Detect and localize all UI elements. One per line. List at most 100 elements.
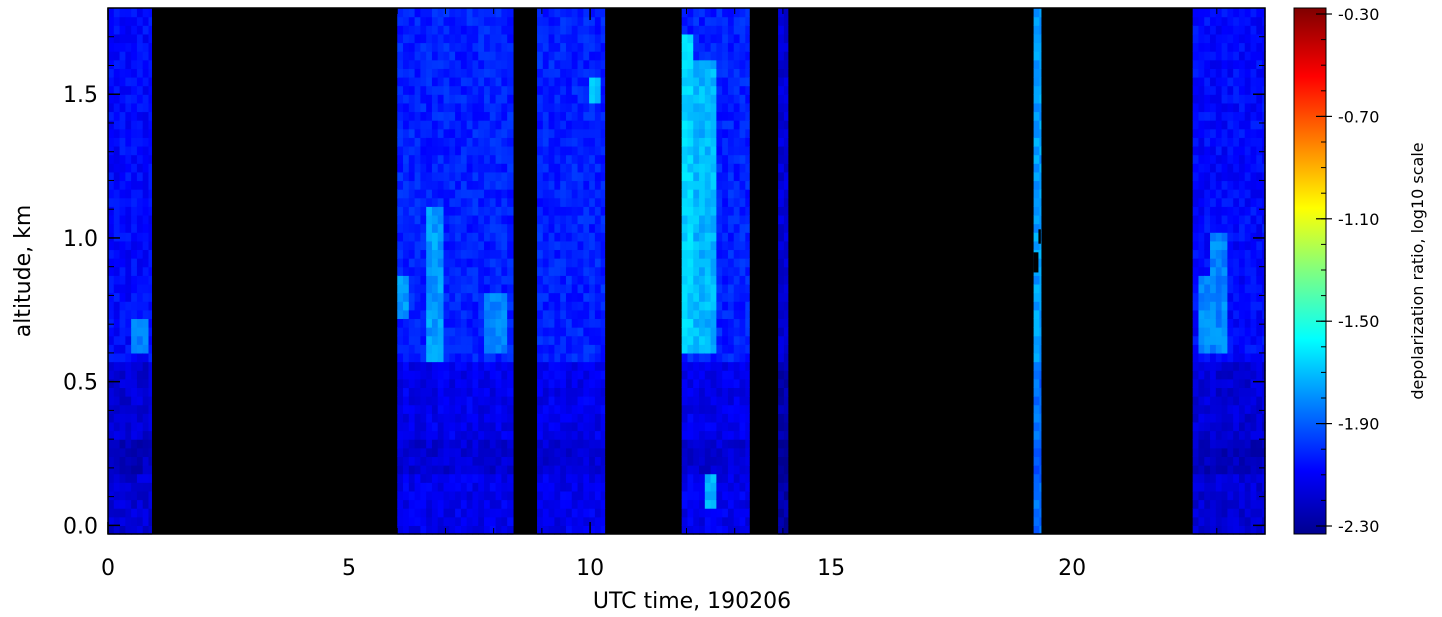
heatmap-cell — [1221, 508, 1228, 518]
heatmap-cell — [589, 33, 596, 44]
heatmap-cell — [403, 180, 410, 190]
heatmap-cell — [739, 68, 746, 78]
heatmap-cell — [489, 214, 497, 225]
heatmap-cell — [778, 508, 785, 518]
heatmap-cell — [571, 525, 579, 535]
heatmap-cell — [1033, 473, 1040, 483]
heatmap-cell — [594, 404, 602, 414]
heatmap-cell — [554, 344, 561, 354]
heatmap-cell — [542, 283, 550, 294]
heatmap-cell — [1256, 120, 1263, 130]
heatmap-cell — [484, 25, 491, 35]
heatmap-cell — [1250, 447, 1257, 457]
heatmap-cell — [397, 275, 404, 285]
heatmap-cell — [437, 344, 445, 354]
heatmap-cell — [484, 318, 491, 328]
heatmap-cell — [148, 508, 152, 518]
heatmap-cell — [403, 361, 410, 371]
heatmap-cell — [136, 508, 144, 518]
heatmap-cell — [710, 404, 717, 414]
heatmap-cell — [489, 292, 497, 302]
heatmap-cell — [1198, 206, 1205, 216]
heatmap-cell — [1244, 145, 1252, 156]
heatmap-cell — [548, 85, 555, 95]
heatmap-cell — [136, 473, 144, 483]
heatmap-cell — [548, 42, 555, 52]
heatmap-cell — [733, 25, 741, 35]
heatmap-cell — [507, 137, 514, 147]
heatmap-cell — [710, 76, 717, 87]
heatmap-cell — [594, 413, 602, 423]
heatmap-cell — [554, 370, 561, 380]
heatmap-cell — [537, 223, 544, 233]
heatmap-cell — [1204, 25, 1211, 35]
heatmap-cell — [1039, 327, 1042, 337]
heatmap-cell — [537, 206, 544, 216]
heatmap-cell — [449, 309, 456, 320]
heatmap-cell — [397, 344, 404, 354]
heatmap-cell — [1198, 180, 1205, 190]
heatmap-cell — [125, 292, 132, 302]
heatmap-cell — [113, 508, 121, 518]
heatmap-cell — [1227, 76, 1234, 87]
heatmap-cell — [397, 42, 404, 52]
heatmap-cell — [1250, 292, 1257, 302]
heatmap-cell — [600, 396, 606, 406]
heatmap-cell — [778, 249, 785, 259]
heatmap-cell — [783, 508, 789, 518]
heatmap-cell — [443, 145, 450, 156]
heatmap-cell — [437, 76, 445, 87]
heatmap-cell — [577, 275, 584, 285]
heatmap-cell — [1033, 33, 1040, 44]
heatmap-cell — [722, 16, 729, 26]
heatmap-cell — [472, 197, 479, 207]
heatmap-cell — [571, 396, 579, 406]
heatmap-cell — [704, 370, 712, 380]
heatmap-cell — [431, 309, 439, 320]
heatmap-cell — [583, 206, 590, 216]
heatmap-cell — [1227, 508, 1234, 518]
heatmap-cell — [1204, 327, 1211, 337]
heatmap-cell — [1256, 206, 1263, 216]
heatmap-cell — [125, 473, 132, 483]
heatmap-cell — [131, 396, 138, 406]
heatmap-cell — [437, 249, 445, 259]
heatmap-cell — [710, 102, 717, 113]
heatmap-cell — [131, 171, 138, 182]
heatmap-cell — [119, 266, 126, 276]
heatmap-cell — [687, 473, 694, 483]
heatmap-cell — [687, 197, 694, 207]
heatmap-cell — [1215, 180, 1223, 190]
heatmap-cell — [125, 128, 132, 138]
heatmap-cell — [472, 283, 479, 294]
heatmap-cell — [1221, 154, 1228, 164]
heatmap-cell — [460, 163, 468, 173]
heatmap-cell — [693, 145, 700, 156]
heatmap-cell — [1250, 318, 1257, 328]
heatmap-cell — [589, 482, 596, 492]
heatmap-cell — [687, 292, 694, 302]
heatmap-cell — [565, 171, 573, 182]
heatmap-cell — [1210, 378, 1217, 389]
heatmap-cell — [1198, 85, 1205, 95]
heatmap-cell — [1262, 68, 1266, 78]
heatmap-cell — [449, 344, 456, 354]
heatmap-cell — [710, 421, 717, 432]
heatmap-cell — [1039, 258, 1042, 268]
heatmap-cell — [414, 318, 421, 328]
heatmap-cell — [420, 128, 427, 138]
heatmap-cell — [560, 301, 567, 311]
heatmap-cell — [554, 327, 561, 337]
heatmap-cell — [1192, 439, 1200, 449]
heatmap-cell — [466, 16, 474, 26]
heatmap-cell — [437, 223, 445, 233]
heatmap-cell — [108, 214, 115, 225]
heatmap-cell — [542, 16, 550, 26]
heatmap-cell — [727, 456, 735, 466]
heatmap-cell — [472, 447, 479, 457]
heatmap-cell — [583, 473, 590, 483]
heatmap-cell — [484, 465, 491, 475]
heatmap-cell — [489, 421, 497, 432]
heatmap-cell — [739, 197, 746, 207]
heatmap-cell — [478, 25, 485, 35]
